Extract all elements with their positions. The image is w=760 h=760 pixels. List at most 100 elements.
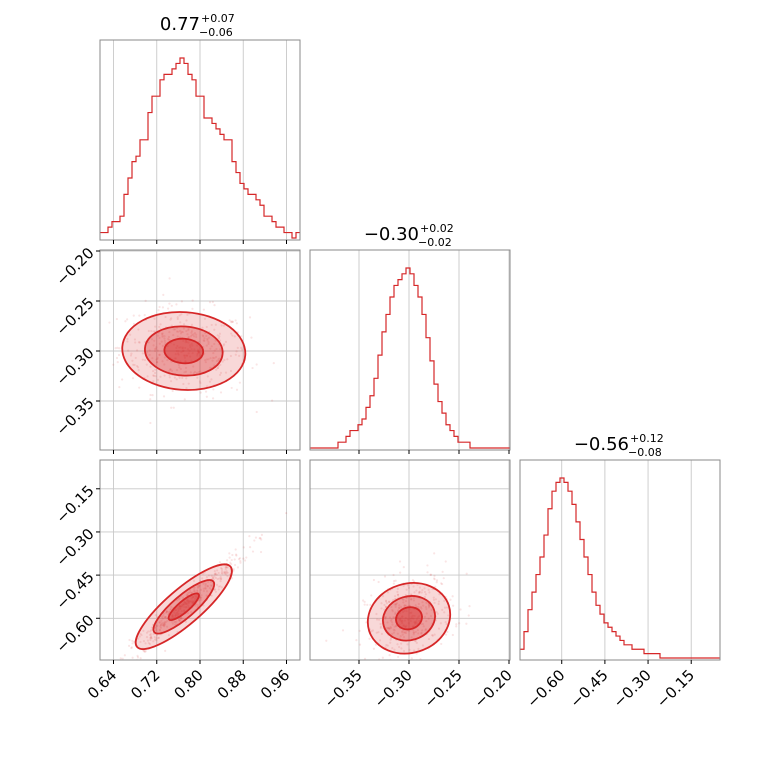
p20-point <box>119 657 122 660</box>
p10-point <box>157 309 160 312</box>
p20-point <box>163 623 166 626</box>
p20-point <box>187 600 191 603</box>
p20-point <box>215 573 218 576</box>
p20-point <box>178 605 181 608</box>
p10-point <box>191 334 194 337</box>
p10-point <box>155 346 158 349</box>
p10-point <box>233 335 236 338</box>
p10-point <box>166 344 169 348</box>
p21-point <box>371 629 374 632</box>
p20-point <box>190 610 193 614</box>
p10-point <box>195 371 198 374</box>
p20-y-label-0: −0.15 <box>52 482 97 527</box>
p21-point <box>415 589 418 592</box>
p10-point <box>177 330 180 333</box>
p10-point <box>203 317 207 320</box>
p10-point <box>164 341 167 344</box>
p21-point <box>414 640 417 643</box>
p10-point <box>160 340 163 343</box>
p21-point <box>444 560 447 563</box>
p10-point <box>149 421 152 425</box>
p21-point <box>398 560 402 563</box>
p10-point <box>213 349 216 352</box>
p21-point <box>418 591 421 595</box>
p20-point <box>220 567 224 571</box>
p20-point <box>205 594 208 597</box>
p21-point <box>403 619 406 622</box>
p20-point <box>248 546 252 549</box>
p21-point <box>425 620 428 623</box>
p20-point <box>149 637 152 640</box>
p20-point <box>150 626 153 629</box>
p20-point <box>243 559 247 562</box>
p21-point <box>436 612 439 615</box>
p10-point <box>217 366 220 369</box>
p20-point <box>158 629 162 632</box>
p21-contour-2 <box>395 606 423 631</box>
title-2-plus: +0.12 <box>630 432 664 445</box>
p20-point <box>145 636 149 639</box>
p10-point <box>193 331 197 335</box>
p10-point <box>181 330 184 334</box>
p21-point <box>421 589 424 592</box>
p20-point <box>171 614 174 617</box>
p20-point <box>169 608 173 611</box>
p21-point <box>410 636 413 639</box>
p20-point <box>177 619 180 622</box>
p10-point <box>160 332 164 335</box>
p20-point <box>167 634 171 637</box>
p20-point <box>147 641 150 645</box>
p20-point <box>196 590 199 593</box>
p10-point <box>175 346 178 350</box>
p10-point <box>229 369 233 373</box>
p10-point <box>217 358 220 361</box>
p20-point <box>173 611 176 614</box>
p10-point <box>133 363 136 367</box>
p10-point <box>169 380 173 383</box>
p10-point <box>191 299 194 302</box>
p20-point <box>193 586 196 589</box>
p10-point <box>156 357 159 361</box>
p20-point <box>120 660 122 662</box>
p21-point <box>401 610 405 614</box>
p20-point <box>148 633 152 636</box>
p10-point <box>182 339 185 343</box>
p20-point <box>230 563 233 566</box>
p21-point <box>411 579 415 582</box>
p10-point <box>197 350 200 353</box>
p10-point <box>189 371 192 374</box>
p20-point <box>186 598 189 601</box>
p10-point <box>131 377 135 380</box>
p20-point <box>177 607 180 610</box>
p20-point <box>216 569 219 572</box>
p10-point <box>174 353 177 356</box>
p20-point <box>223 571 226 574</box>
p21-point <box>391 610 394 613</box>
title-1-minus: −0.02 <box>418 236 452 249</box>
p21-point <box>410 597 413 601</box>
p10-point <box>182 327 186 330</box>
p20-point <box>150 635 153 638</box>
p10-point <box>168 376 171 379</box>
p21-point <box>417 632 420 635</box>
p20-contour-0 <box>134 563 233 651</box>
p21-point <box>437 600 440 603</box>
p20-point <box>230 558 233 562</box>
p20-point <box>253 539 256 542</box>
p10-point <box>196 376 199 379</box>
p10-point <box>170 406 173 409</box>
p20-point <box>234 548 237 551</box>
p20-point <box>190 600 193 603</box>
p20-point <box>153 635 156 639</box>
p21-point <box>402 624 405 627</box>
p10-point <box>162 395 166 398</box>
p20-point <box>131 642 134 645</box>
p21-point <box>393 629 396 632</box>
p10-point <box>97 364 99 366</box>
p21-point <box>396 643 399 646</box>
p20-point <box>174 608 178 612</box>
p21-point <box>433 577 436 580</box>
p10-point <box>155 361 159 364</box>
p20-point <box>217 585 220 588</box>
p10-point <box>238 354 241 357</box>
